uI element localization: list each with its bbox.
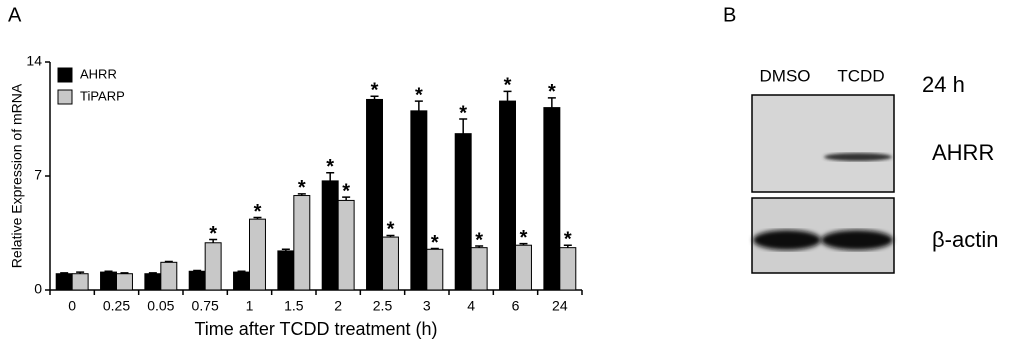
error-bar	[547, 97, 556, 108]
significance-mark: *	[387, 219, 395, 241]
bar	[277, 250, 295, 291]
bar	[293, 195, 311, 291]
error-bar	[104, 270, 113, 273]
x-tick-label: 24	[552, 298, 568, 314]
significance-mark: *	[254, 201, 262, 223]
error-bar	[430, 247, 439, 250]
significance-mark: *	[520, 227, 528, 249]
bar	[426, 248, 444, 291]
x-tick-label: 6	[512, 298, 520, 314]
error-bar	[503, 90, 512, 102]
bar	[144, 273, 162, 291]
error-bar	[475, 245, 484, 248]
significance-mark: *	[415, 84, 423, 106]
bar	[337, 199, 355, 291]
significance-mark: *	[548, 81, 556, 103]
blot-band	[753, 230, 821, 250]
lane-label: TCDD	[837, 66, 884, 85]
significance-mark: *	[504, 75, 512, 97]
significance-mark: *	[459, 102, 467, 124]
error-bar	[148, 272, 157, 274]
y-axis-title: Relative Expression of mRNA	[9, 83, 25, 268]
legend-swatch	[57, 89, 73, 105]
bar	[116, 273, 133, 291]
significance-mark: *	[431, 232, 439, 254]
x-tick-label: 1	[246, 298, 254, 314]
panel-label: B	[723, 4, 736, 26]
x-tick-label: 0.25	[103, 298, 130, 314]
significance-mark: *	[326, 156, 334, 178]
error-bar	[370, 95, 379, 100]
bar	[559, 247, 577, 291]
bar	[543, 107, 561, 291]
legend-label: TiPARP	[80, 88, 125, 103]
significance-mark: *	[209, 223, 217, 245]
x-tick-label: 0.75	[192, 298, 219, 314]
significance-mark: *	[298, 177, 306, 199]
significance-mark: *	[475, 229, 483, 251]
legend-label: AHRR	[80, 66, 117, 81]
y-tick-label: 7	[34, 167, 42, 183]
error-bar	[342, 196, 351, 201]
error-bar	[209, 238, 218, 243]
bar	[515, 244, 532, 291]
row-label: AHRR	[932, 140, 994, 165]
blot-band	[824, 153, 892, 161]
error-bar	[237, 270, 246, 273]
x-tick-label: 4	[467, 298, 475, 314]
bar	[470, 247, 488, 291]
error-bar	[519, 242, 528, 246]
error-bar	[414, 100, 423, 111]
bar	[71, 273, 89, 291]
bar	[382, 236, 399, 291]
error-bar	[76, 271, 85, 274]
bar	[204, 242, 222, 291]
x-tick-label: 3	[423, 298, 431, 314]
bar	[410, 110, 428, 291]
error-bar	[297, 193, 306, 196]
x-tick-label: 2	[334, 298, 342, 314]
time-label: 24 h	[922, 72, 965, 97]
error-bar	[193, 269, 202, 272]
blot-panel	[751, 94, 895, 193]
legend-swatch	[57, 67, 73, 83]
x-tick-label: 0	[68, 298, 76, 314]
bar	[55, 273, 73, 291]
bar	[249, 218, 266, 291]
error-bar	[164, 260, 173, 263]
bar	[321, 180, 339, 291]
y-tick-label: 0	[34, 281, 42, 297]
row-label: β-actin	[932, 227, 998, 252]
error-bar	[281, 248, 290, 251]
bar	[366, 98, 384, 291]
x-tick-label: 0.05	[147, 298, 174, 314]
x-tick-label: 1.5	[284, 298, 304, 314]
y-tick-label: 14	[26, 53, 42, 69]
blot-band	[821, 230, 893, 250]
error-bar	[386, 234, 395, 238]
bar	[233, 271, 250, 291]
significance-mark: *	[371, 79, 379, 101]
x-axis-title: Time after TCDD treatment (h)	[194, 319, 437, 339]
significance-mark: *	[564, 228, 572, 250]
panel-label: A	[8, 4, 22, 26]
error-bar	[253, 216, 262, 220]
x-tick-label: 2.5	[373, 298, 393, 314]
error-bar	[120, 272, 129, 274]
error-bar	[459, 118, 468, 134]
bar	[160, 261, 178, 291]
lane-label: DMSO	[760, 66, 811, 85]
bar	[100, 271, 118, 291]
error-bar	[563, 244, 572, 248]
bar	[188, 270, 206, 291]
significance-mark: *	[342, 180, 350, 202]
error-bar	[326, 171, 335, 181]
bar	[499, 100, 517, 291]
bar	[454, 133, 472, 291]
error-bar	[60, 272, 69, 274]
